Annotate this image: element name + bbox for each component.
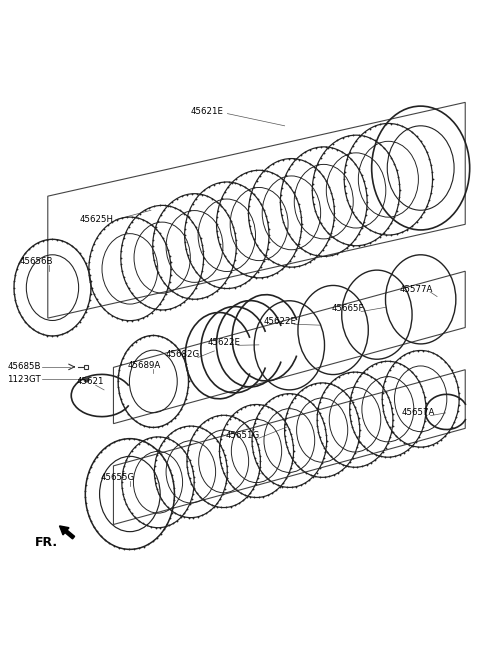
Text: 45665F: 45665F: [332, 304, 364, 313]
Text: 1123GT: 1123GT: [7, 375, 41, 384]
Text: 45655G: 45655G: [101, 473, 135, 482]
Text: 45682G: 45682G: [166, 350, 200, 359]
Text: 45656B: 45656B: [19, 257, 53, 267]
Text: 45685B: 45685B: [7, 362, 41, 371]
Text: 45689A: 45689A: [127, 362, 161, 371]
Text: 45651G: 45651G: [225, 431, 260, 440]
Text: 45622E: 45622E: [264, 317, 297, 326]
Text: 45622E: 45622E: [207, 338, 240, 347]
Text: 45625H: 45625H: [80, 215, 114, 224]
Text: 45577A: 45577A: [399, 284, 432, 293]
Text: 45621: 45621: [76, 377, 104, 386]
Text: 45621E: 45621E: [191, 107, 224, 116]
Text: 45657A: 45657A: [402, 408, 435, 417]
FancyArrow shape: [60, 526, 74, 539]
Text: FR.: FR.: [35, 536, 58, 549]
